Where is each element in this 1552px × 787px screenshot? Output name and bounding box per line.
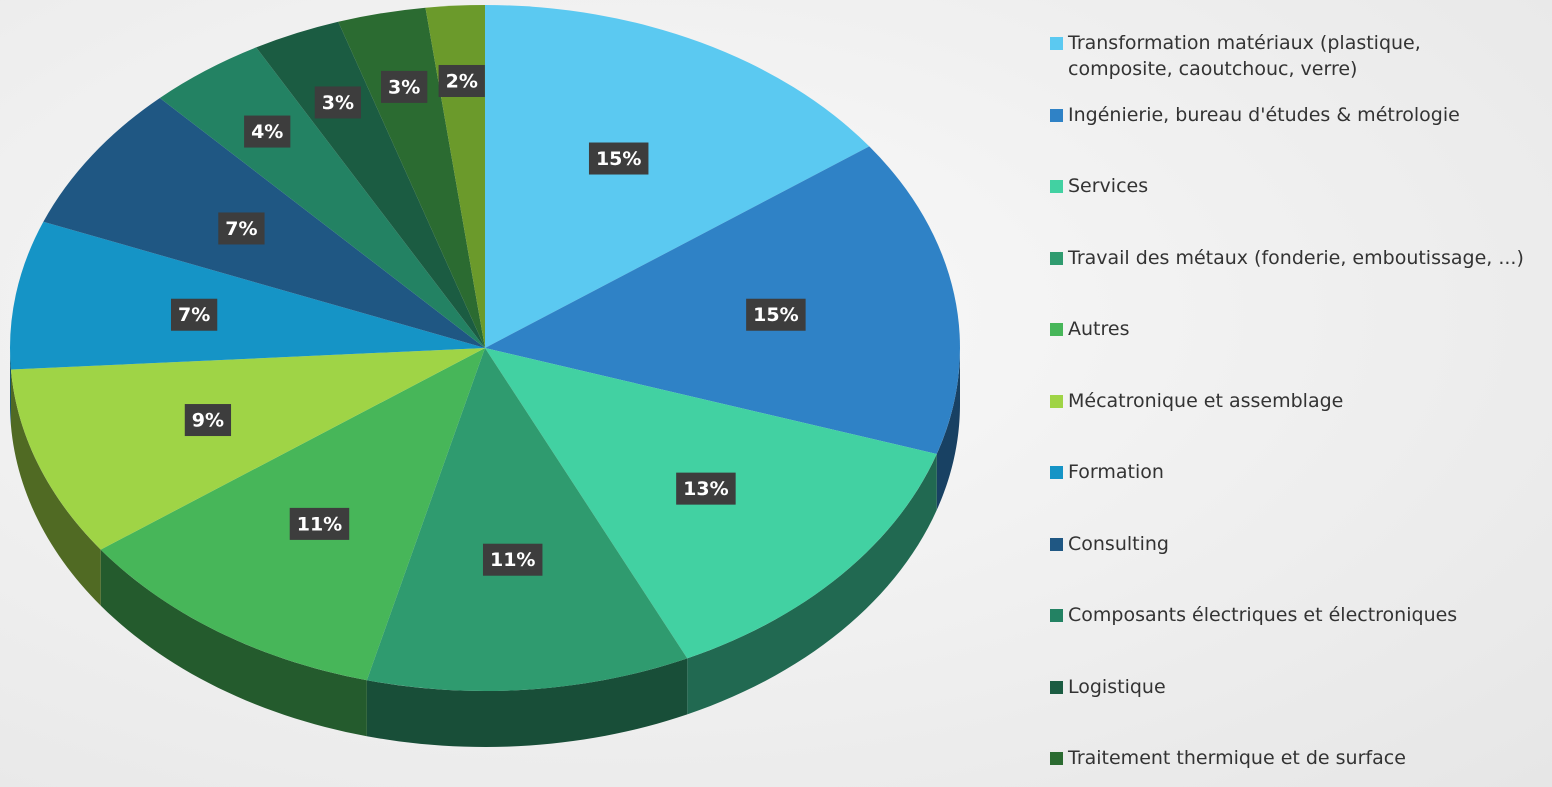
pie-side <box>366 658 688 747</box>
data-label-box <box>746 298 806 331</box>
pie-slice <box>485 146 960 454</box>
pie-slice <box>10 348 485 550</box>
data-label-text: 11% <box>297 513 342 535</box>
legend-swatch <box>1050 752 1063 765</box>
legend-label: Formation <box>1068 461 1164 483</box>
legend-label: Services <box>1068 175 1149 197</box>
legend-swatch <box>1050 680 1063 694</box>
legend-item: Autres <box>1050 316 1530 342</box>
pie-slice <box>159 47 485 348</box>
legend-label: Logistique <box>1068 675 1166 698</box>
data-label: 2% <box>438 64 485 97</box>
legend-label: Ingénierie, bureau d'études & métrologie <box>1068 103 1460 126</box>
data-label-text: 4% <box>251 121 283 143</box>
pie-side <box>936 348 960 510</box>
legend-item: Logistique <box>1050 674 1530 700</box>
pie-slice <box>10 221 485 370</box>
data-label-box <box>314 86 361 119</box>
legend-label: Composants électriques et électroniques <box>1068 604 1458 626</box>
data-label-box <box>289 507 350 540</box>
legend-label: Traitement thermique et de surface <box>1068 747 1406 769</box>
data-label-box <box>244 115 291 148</box>
legend-swatch <box>1050 37 1063 50</box>
pie-slice <box>485 5 870 348</box>
legend-label: Transformation matériaux (plastique, com… <box>1068 32 1421 80</box>
data-label: 15% <box>746 298 806 331</box>
legend-label: Consulting <box>1068 532 1169 555</box>
pie-plot: 15% 15% 13% 11% 11% 9% 7% 7% 4% 3% 3% 2% <box>10 5 960 747</box>
data-label-box <box>381 70 428 103</box>
legend-swatch <box>1050 394 1063 408</box>
legend-label: Travail des métaux (fonderie, emboutissa… <box>1068 246 1524 269</box>
legend-label: Mécatronique et assemblage <box>1068 389 1344 412</box>
legend-item: Mécatronique et assemblage <box>1050 388 1530 414</box>
legend-label: Autres <box>1068 318 1130 340</box>
data-label-text: 3% <box>388 76 420 98</box>
legend-swatch <box>1050 466 1063 479</box>
data-label-box <box>676 472 736 505</box>
data-label: 15% <box>588 142 649 175</box>
data-label-text: 9% <box>192 410 224 432</box>
data-label: 7% <box>218 212 265 245</box>
data-label-box <box>218 212 265 245</box>
legend-swatch <box>1050 180 1063 193</box>
pie-slice <box>366 348 688 691</box>
data-label-text: 15% <box>596 148 641 170</box>
data-label-text: 7% <box>225 218 257 240</box>
data-label: 3% <box>314 86 361 119</box>
data-label-text: 2% <box>446 70 478 92</box>
legend-item: Formation <box>1050 459 1530 485</box>
legend-item: Transformation matériaux (plastique, com… <box>1050 30 1530 82</box>
pie-side <box>10 369 101 606</box>
data-label-box <box>438 64 485 97</box>
data-label: 11% <box>482 543 543 576</box>
data-label: 3% <box>381 70 428 103</box>
pie-side <box>10 348 11 426</box>
data-label-box <box>170 298 218 331</box>
data-label: 7% <box>170 298 218 331</box>
data-label-text: 11% <box>490 549 535 571</box>
legend-item: Consulting <box>1050 531 1530 557</box>
legend-item: Ingénierie, bureau d'études & métrologie <box>1050 102 1530 128</box>
legend-item: Composants électriques et électroniques <box>1050 602 1530 628</box>
pie-side <box>687 453 937 715</box>
data-label: 11% <box>289 507 350 540</box>
data-label-text: 7% <box>178 304 210 326</box>
data-label-box <box>588 142 649 175</box>
legend-swatch <box>1050 251 1063 265</box>
data-label: 13% <box>676 472 736 505</box>
data-label-box <box>482 543 543 576</box>
legend-item: Traitement thermique et de surface <box>1050 745 1530 771</box>
pie-side <box>100 549 367 737</box>
legend-swatch <box>1050 609 1063 622</box>
data-label-text: 13% <box>683 478 728 500</box>
data-label: 9% <box>184 404 232 437</box>
legend-item: Services <box>1050 173 1530 199</box>
legend-swatch <box>1050 108 1063 122</box>
legend-swatch <box>1050 537 1063 551</box>
data-label-text: 15% <box>753 304 798 326</box>
legend-item: Travail des métaux (fonderie, emboutissa… <box>1050 245 1530 271</box>
data-label-text: 3% <box>322 92 354 114</box>
pie-slice <box>256 21 485 348</box>
legend-swatch <box>1050 323 1063 336</box>
data-label-box <box>184 404 232 437</box>
pie-slice <box>338 7 485 349</box>
data-label: 4% <box>244 115 291 148</box>
